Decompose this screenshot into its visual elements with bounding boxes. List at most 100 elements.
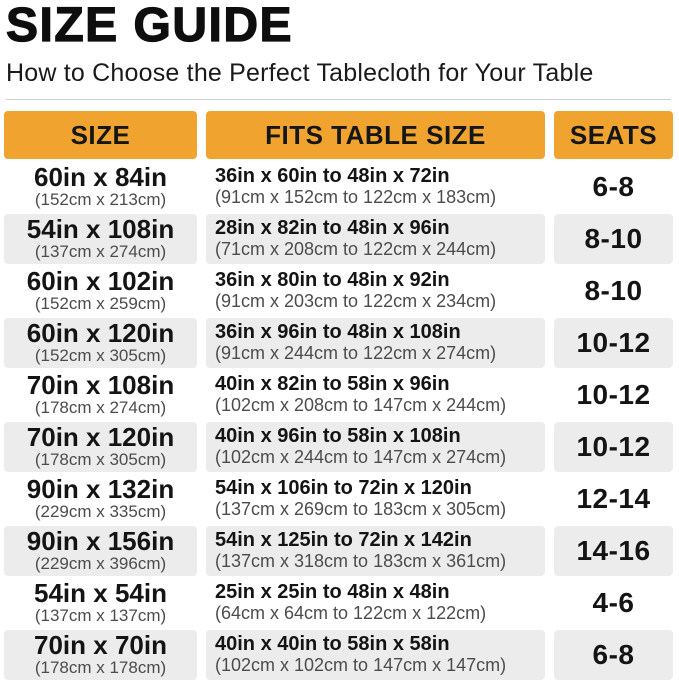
fits-inches-range: 40in x 96in to 58in x 108in bbox=[215, 425, 461, 448]
size-cm-value: (152cm x 259cm) bbox=[34, 294, 167, 314]
size-cell: 90in x 156in (229cm x 396cm) bbox=[4, 526, 197, 576]
fits-table-size-cell: 36in x 60in to 48in x 72in (91cm x 152cm… bbox=[206, 162, 545, 212]
seats-value: 8-10 bbox=[584, 223, 643, 254]
seats-cell: 8-10 bbox=[554, 214, 673, 264]
table-row: 70in x 120in (178cm x 305cm) 40in x 96in… bbox=[0, 422, 679, 472]
size-cm-value: (137cm x 137cm) bbox=[34, 606, 167, 626]
table-row: 54in x 54in (137cm x 137cm) 25in x 25in … bbox=[0, 578, 679, 628]
fits-inches-range: 36in x 60in to 48in x 72in bbox=[215, 165, 450, 188]
seats-cell: 8-10 bbox=[554, 266, 673, 316]
fits-cm-range: (102cm x 244cm to 147cm x 274cm) bbox=[215, 447, 507, 468]
size-inches-value: 90in x 156in bbox=[26, 525, 175, 556]
table-row: 54in x 108in (137cm x 274cm) 28in x 82in… bbox=[0, 214, 679, 264]
table-row: 70in x 70in (178cm x 178cm) 40in x 40in … bbox=[0, 630, 679, 680]
seats-value: 12-14 bbox=[576, 483, 651, 514]
size-cell: 70in x 120in (178cm x 305cm) bbox=[4, 422, 197, 472]
size-inches-value: 60in x 102in bbox=[26, 265, 175, 296]
fits-table-size-cell: 28in x 82in to 48in x 96in (71cm x 208cm… bbox=[206, 214, 545, 264]
fits-cm-range: (102cm x 102cm to 147cm x 147cm) bbox=[215, 655, 507, 676]
fits-inches-range: 40in x 82in to 58in x 96in bbox=[215, 373, 450, 396]
fits-cm-range: (91cm x 203cm to 122cm x 234cm) bbox=[215, 291, 497, 312]
fits-table-size-cell: 54in x 106in to 72in x 120in (137cm x 26… bbox=[206, 474, 545, 524]
column-header-seats: SEATS bbox=[554, 111, 673, 159]
fits-inches-range: 40in x 40in to 58in x 58in bbox=[215, 633, 450, 656]
size-cm-value: (229cm x 396cm) bbox=[34, 554, 167, 574]
size-cell: 54in x 54in (137cm x 137cm) bbox=[4, 578, 197, 628]
size-inches-value: 90in x 132in bbox=[26, 473, 175, 504]
size-cm-value: (178cm x 274cm) bbox=[34, 398, 167, 418]
fits-table-size-cell: 36in x 96in to 48in x 108in (91cm x 244c… bbox=[206, 318, 545, 368]
seats-value: 8-10 bbox=[584, 275, 643, 306]
table-row: 90in x 132in (229cm x 335cm) 54in x 106i… bbox=[0, 474, 679, 524]
seats-cell: 10-12 bbox=[554, 370, 673, 420]
size-cm-value: (152cm x 213cm) bbox=[34, 190, 167, 210]
table-row: 60in x 120in (152cm x 305cm) 36in x 96in… bbox=[0, 318, 679, 368]
size-inches-value: 70in x 120in bbox=[26, 421, 175, 452]
fits-table-size-cell: 40in x 40in to 58in x 58in (102cm x 102c… bbox=[206, 630, 545, 680]
seats-value: 6-8 bbox=[592, 171, 635, 202]
size-inches-value: 54in x 108in bbox=[26, 213, 175, 244]
fits-table-size-cell: 54in x 125in to 72in x 142in (137cm x 31… bbox=[206, 526, 545, 576]
size-inches-value: 54in x 54in bbox=[34, 577, 167, 608]
table-row: 60in x 102in (152cm x 259cm) 36in x 80in… bbox=[0, 266, 679, 316]
fits-inches-range: 54in x 125in to 72in x 142in bbox=[215, 529, 472, 552]
size-inches-value: 70in x 70in bbox=[34, 629, 167, 660]
seats-value: 10-12 bbox=[576, 431, 651, 462]
fits-inches-range: 36in x 80in to 48in x 92in bbox=[215, 269, 450, 292]
size-cm-value: (229cm x 335cm) bbox=[34, 502, 167, 522]
fits-cm-range: (64cm x 64cm to 122cm x 122cm) bbox=[215, 603, 487, 624]
seats-value: 4-6 bbox=[592, 587, 635, 618]
fits-cm-range: (137cm x 318cm to 183cm x 361cm) bbox=[215, 551, 507, 572]
seats-cell: 6-8 bbox=[554, 162, 673, 212]
seats-value: 10-12 bbox=[576, 379, 651, 410]
column-header-fits: FITS TABLE SIZE bbox=[206, 111, 545, 159]
fits-inches-range: 25in x 25in to 48in x 48in bbox=[215, 581, 450, 604]
fits-inches-range: 54in x 106in to 72in x 120in bbox=[215, 477, 472, 500]
size-cell: 54in x 108in (137cm x 274cm) bbox=[4, 214, 197, 264]
fits-cm-range: (102cm x 208cm to 147cm x 244cm) bbox=[215, 395, 507, 416]
size-cm-value: (152cm x 305cm) bbox=[34, 346, 167, 366]
table-header-row: SIZE FITS TABLE SIZE SEATS bbox=[0, 111, 679, 159]
seats-cell: 4-6 bbox=[554, 578, 673, 628]
seats-cell: 14-16 bbox=[554, 526, 673, 576]
fits-table-size-cell: 25in x 25in to 48in x 48in (64cm x 64cm … bbox=[206, 578, 545, 628]
size-cm-value: (178cm x 305cm) bbox=[34, 450, 167, 470]
size-cell: 90in x 132in (229cm x 335cm) bbox=[4, 474, 197, 524]
table-row: 70in x 108in (178cm x 274cm) 40in x 82in… bbox=[0, 370, 679, 420]
size-inches-value: 70in x 108in bbox=[26, 369, 175, 400]
fits-table-size-cell: 40in x 96in to 58in x 108in (102cm x 244… bbox=[206, 422, 545, 472]
size-guide-table: SIZE FITS TABLE SIZE SEATS 60in x 84in (… bbox=[0, 111, 679, 680]
page-subtitle: How to Choose the Perfect Tablecloth for… bbox=[6, 59, 594, 87]
fits-cm-range: (71cm x 208cm to 122cm x 244cm) bbox=[215, 239, 497, 260]
fits-inches-range: 36in x 96in to 48in x 108in bbox=[215, 321, 461, 344]
column-header-size: SIZE bbox=[4, 111, 197, 159]
table-row: 90in x 156in (229cm x 396cm) 54in x 125i… bbox=[0, 526, 679, 576]
size-inches-value: 60in x 84in bbox=[34, 161, 167, 192]
size-cell: 60in x 120in (152cm x 305cm) bbox=[4, 318, 197, 368]
size-inches-value: 60in x 120in bbox=[26, 317, 175, 348]
size-cell: 70in x 70in (178cm x 178cm) bbox=[4, 630, 197, 680]
size-cm-value: (137cm x 274cm) bbox=[34, 242, 167, 262]
seats-cell: 10-12 bbox=[554, 422, 673, 472]
seats-cell: 10-12 bbox=[554, 318, 673, 368]
size-cell: 60in x 102in (152cm x 259cm) bbox=[4, 266, 197, 316]
seats-value: 6-8 bbox=[592, 639, 635, 670]
fits-cm-range: (137cm x 269cm to 183cm x 305cm) bbox=[215, 499, 507, 520]
fits-table-size-cell: 36in x 80in to 48in x 92in (91cm x 203cm… bbox=[206, 266, 545, 316]
size-cell: 60in x 84in (152cm x 213cm) bbox=[4, 162, 197, 212]
seats-cell: 12-14 bbox=[554, 474, 673, 524]
fits-table-size-cell: 40in x 82in to 58in x 96in (102cm x 208c… bbox=[206, 370, 545, 420]
header-divider bbox=[6, 99, 671, 100]
page-title: SIZE GUIDE bbox=[5, 0, 294, 52]
fits-inches-range: 28in x 82in to 48in x 96in bbox=[215, 217, 450, 240]
seats-value: 14-16 bbox=[576, 535, 651, 566]
size-cell: 70in x 108in (178cm x 274cm) bbox=[4, 370, 197, 420]
table-row: 60in x 84in (152cm x 213cm) 36in x 60in … bbox=[0, 162, 679, 212]
size-cm-value: (178cm x 178cm) bbox=[34, 658, 167, 678]
seats-cell: 6-8 bbox=[554, 630, 673, 680]
page-header: SIZE GUIDE How to Choose the Perfect Tab… bbox=[0, 0, 679, 100]
fits-cm-range: (91cm x 152cm to 122cm x 183cm) bbox=[215, 187, 497, 208]
table-body: 60in x 84in (152cm x 213cm) 36in x 60in … bbox=[0, 162, 679, 680]
seats-value: 10-12 bbox=[576, 327, 651, 358]
fits-cm-range: (91cm x 244cm to 122cm x 274cm) bbox=[215, 343, 497, 364]
